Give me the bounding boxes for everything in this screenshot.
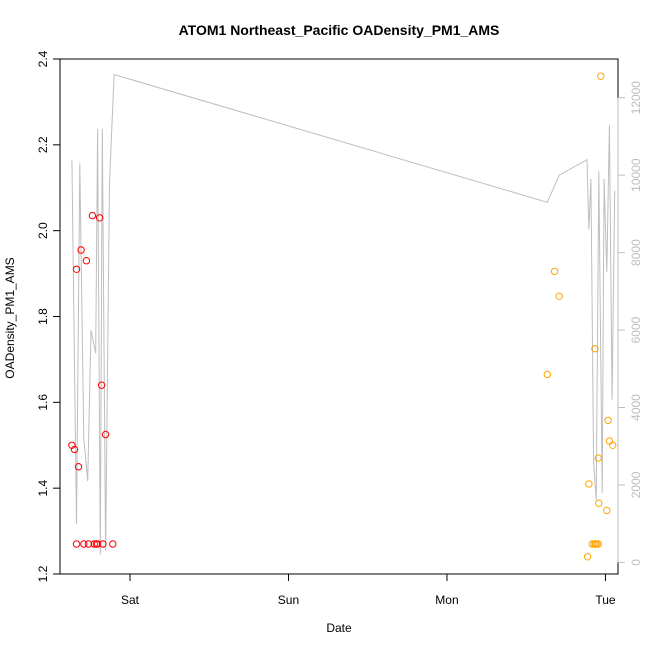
x-axis-label: Date <box>326 621 352 635</box>
line-series <box>71 73 616 555</box>
scatter-point <box>555 292 563 300</box>
scatter-point <box>72 540 81 548</box>
scatter-point <box>591 345 599 353</box>
scatter-point <box>80 540 88 548</box>
left-tick-label: 2.4 <box>36 50 50 67</box>
scatter-point <box>605 437 614 445</box>
scatter-point <box>70 445 79 454</box>
right-tick-label: 8000 <box>629 239 643 266</box>
scatter-point <box>93 540 102 548</box>
scatter-point <box>604 416 612 425</box>
points-layer <box>68 72 617 561</box>
scatter-point <box>99 540 107 548</box>
scatter-point <box>603 506 611 515</box>
right-tick-label: 6000 <box>629 316 643 343</box>
scatter-point <box>543 370 551 379</box>
line-series-path <box>71 73 616 555</box>
scatter-point <box>77 246 85 254</box>
y-axis-label: OADensity_PM1_AMS <box>3 257 17 378</box>
x-tick-label: Tue <box>595 593 616 607</box>
scatter-point <box>609 441 617 449</box>
scatter-point <box>101 430 110 439</box>
scatter-point <box>95 214 104 222</box>
scatter-point <box>82 257 91 265</box>
left-tick-label: 1.6 <box>36 394 50 411</box>
right-tick-label: 12000 <box>629 81 643 115</box>
plot-frame <box>59 58 619 575</box>
left-tick-label: 1.8 <box>36 308 50 325</box>
bottom-axis: Sat Sun Mon Tue <box>121 573 616 607</box>
left-tick-label: 2.0 <box>36 222 50 239</box>
left-axis: 1.2 1.4 1.6 1.8 2.0 2.2 2.4 <box>36 50 61 582</box>
left-tick-label: 1.4 <box>36 480 50 497</box>
scatter-point <box>109 540 117 548</box>
scatter-point <box>583 553 592 561</box>
scatter-point <box>84 540 93 548</box>
right-tick-label: 0 <box>629 559 643 566</box>
x-tick-label: Mon <box>435 593 458 607</box>
chart-title: ATOM1 Northeast_Pacific OADensity_PM1_AM… <box>179 22 500 38</box>
scatter-point <box>88 211 97 220</box>
scatter-point <box>97 381 106 389</box>
x-tick-label: Sun <box>278 593 299 607</box>
scatter-point <box>595 499 603 507</box>
scatter-point <box>594 454 602 462</box>
scatter-point <box>550 267 559 276</box>
scatter-point <box>90 540 99 548</box>
left-tick-label: 2.2 <box>36 136 50 153</box>
left-tick-label: 1.2 <box>36 565 50 582</box>
scatter-point <box>585 480 593 488</box>
scatter-point <box>594 540 602 548</box>
right-tick-label: 4000 <box>629 394 643 421</box>
right-axis: 0 2000 4000 6000 8000 10000 12000 <box>617 81 643 566</box>
x-tick-label: Sat <box>121 593 140 607</box>
scatter-point <box>597 72 605 80</box>
right-tick-label: 10000 <box>629 158 643 192</box>
scatter-point <box>72 265 81 273</box>
right-tick-label: 2000 <box>629 471 643 498</box>
scatter-point <box>74 463 83 471</box>
